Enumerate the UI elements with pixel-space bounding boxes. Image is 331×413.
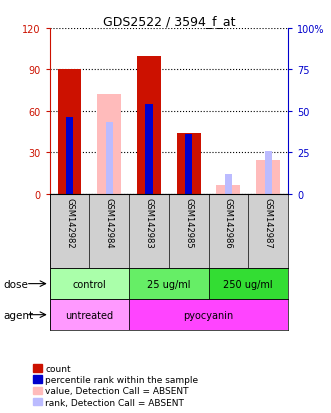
Bar [209,268,288,299]
Text: GSM142984: GSM142984 [105,198,114,248]
Text: 250 ug/ml: 250 ug/ml [223,279,273,289]
Text: GSM142985: GSM142985 [184,198,193,248]
Bar [145,105,153,194]
Text: control: control [72,279,106,289]
Bar [58,70,81,194]
Text: GSM142986: GSM142986 [224,198,233,249]
Text: pyocyanin: pyocyanin [183,310,234,320]
Bar [264,151,272,194]
Text: 25 ug/ml: 25 ug/ml [147,279,191,289]
Text: agent: agent [3,310,33,320]
Bar [129,268,209,299]
Text: untreated: untreated [65,310,114,320]
Text: dose: dose [3,279,28,289]
Text: GSM142982: GSM142982 [65,198,74,248]
Bar [256,161,280,194]
Text: GSM142987: GSM142987 [263,198,273,249]
Text: GSM142983: GSM142983 [144,198,154,249]
Bar [106,123,113,194]
Bar [129,299,288,330]
Bar [177,133,201,194]
Bar [185,135,192,194]
Title: GDS2522 / 3594_f_at: GDS2522 / 3594_f_at [103,15,235,28]
Bar [97,95,121,194]
Bar [137,57,161,194]
Legend: count, percentile rank within the sample, value, Detection Call = ABSENT, rank, : count, percentile rank within the sample… [31,362,200,408]
Bar [216,186,240,194]
Bar [50,268,129,299]
Bar [225,174,232,194]
Bar [50,299,129,330]
Bar [66,118,73,194]
